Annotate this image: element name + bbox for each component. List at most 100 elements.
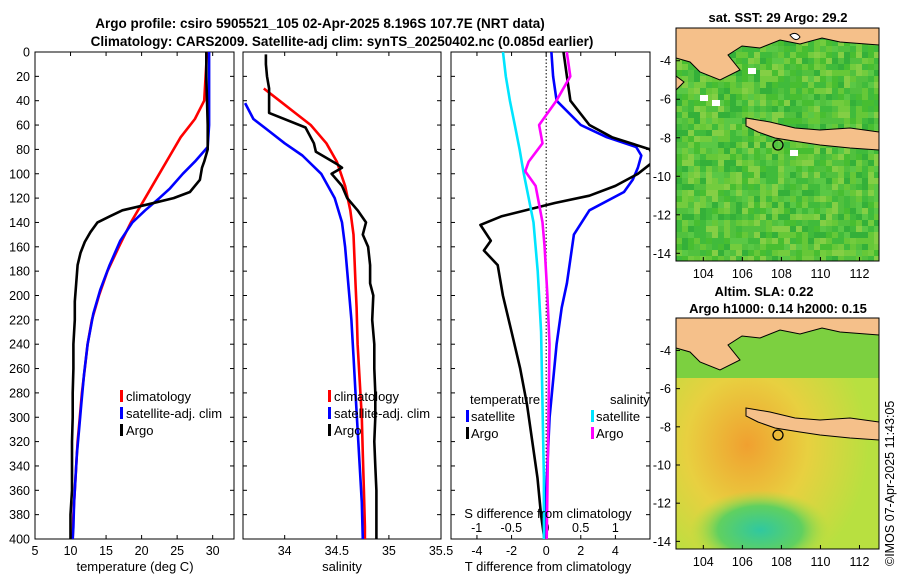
sst-cell (796, 100, 802, 106)
sst-cell (862, 46, 868, 52)
sst-cell (796, 58, 802, 64)
sst-cell (832, 178, 838, 184)
sst-cell (736, 142, 742, 148)
sst-cell (850, 178, 856, 184)
sst-cell (724, 232, 730, 238)
sst-cell (808, 232, 814, 238)
s-diff-tick-label: 1 (612, 521, 619, 535)
sst-cell (778, 118, 784, 124)
sst-cell (832, 94, 838, 100)
sst-cell (676, 100, 682, 106)
sst-cell (844, 184, 850, 190)
sst-cell (862, 238, 868, 244)
sst-cell (856, 172, 862, 178)
sst-cell (748, 52, 754, 58)
sst-cell (814, 166, 820, 172)
sst-cell (754, 52, 760, 58)
sst-cell (730, 238, 736, 244)
sst-cell (820, 88, 826, 94)
sst-cell (808, 178, 814, 184)
sst-cell (850, 46, 856, 52)
sst-cell (802, 142, 808, 148)
sst-cell (784, 100, 790, 106)
sst-cell (802, 208, 808, 214)
sst-cell (790, 82, 796, 88)
sst-cell (682, 202, 688, 208)
sst-cell (706, 250, 712, 256)
sst-cell (856, 184, 862, 190)
sst-cell (676, 154, 682, 160)
missing-data-cell (700, 95, 708, 101)
sst-cell (772, 142, 778, 148)
sst-cell (862, 124, 868, 130)
sst-cell (862, 88, 868, 94)
sst-cell (856, 160, 862, 166)
sst-cell (730, 76, 736, 82)
sst-cell (868, 226, 874, 232)
sst-cell (736, 124, 742, 130)
sst-cell (820, 172, 826, 178)
sst-cell (814, 190, 820, 196)
sst-cell (868, 184, 874, 190)
sst-cell (754, 238, 760, 244)
sst-cell (832, 70, 838, 76)
x-tick-label: -2 (506, 544, 517, 558)
sst-cell (850, 118, 856, 124)
sst-cell (700, 238, 706, 244)
sst-cell (796, 82, 802, 88)
sst-cell (808, 64, 814, 70)
sst-cell (802, 190, 808, 196)
sst-cell (838, 106, 844, 112)
sst-cell (808, 118, 814, 124)
sst-cell (796, 118, 802, 124)
sst-cell (826, 160, 832, 166)
sst-cell (802, 154, 808, 160)
sst-cell (784, 58, 790, 64)
sst-cell (766, 88, 772, 94)
sst-cell (790, 94, 796, 100)
lat-tick-label: -10 (653, 459, 671, 473)
sst-cell (778, 244, 784, 250)
sst-cell (706, 100, 712, 106)
sst-cell (796, 232, 802, 238)
sst-cell (772, 112, 778, 118)
sst-cell (796, 106, 802, 112)
sst-cell (838, 76, 844, 82)
sst-cell (760, 58, 766, 64)
y-tick-label: 120 (9, 192, 30, 206)
sst-cell (856, 154, 862, 160)
sst-cell (868, 100, 874, 106)
sst-cell (850, 76, 856, 82)
sst-cell (802, 52, 808, 58)
sst-cell (802, 76, 808, 82)
sst-cell (760, 64, 766, 70)
sst-cell (682, 82, 688, 88)
legend-label: climatology (126, 389, 192, 404)
sst-cell (766, 184, 772, 190)
sst-cell (760, 172, 766, 178)
sst-cell (802, 184, 808, 190)
sst-cell (688, 214, 694, 220)
sst-cell (820, 250, 826, 256)
sst-cell (808, 184, 814, 190)
sst-cell (766, 256, 772, 261)
sst-cell (832, 112, 838, 118)
sst-cell (724, 76, 730, 82)
sst-cell (826, 226, 832, 232)
sst-cell (820, 112, 826, 118)
sst-cell (778, 172, 784, 178)
legend-label: satellite (596, 409, 640, 424)
sst-cell (868, 70, 874, 76)
sst-cell (760, 232, 766, 238)
sst-cell (688, 184, 694, 190)
java-land (745, 117, 879, 151)
sst-cell (754, 70, 760, 76)
sst-cell (712, 250, 718, 256)
sst-cell (736, 76, 742, 82)
sst-cell (814, 76, 820, 82)
sst-cell (784, 256, 790, 261)
sst-cell (706, 142, 712, 148)
missing-data-cell (712, 100, 720, 106)
sst-cell (778, 94, 784, 100)
sst-cell (808, 46, 814, 52)
